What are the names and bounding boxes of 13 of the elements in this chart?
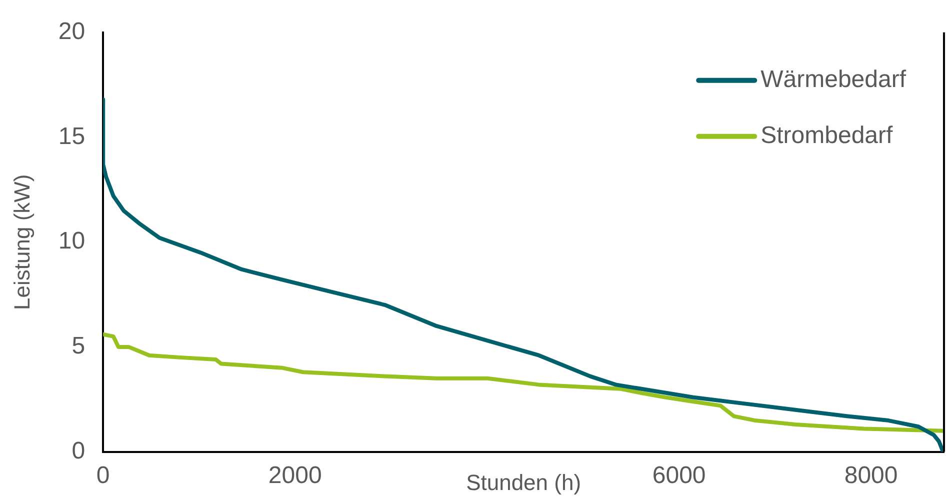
x-tick-label: 8000 [844,462,898,489]
y-axis-title: Leistung (kW) [9,174,34,310]
y-tick-label: 0 [72,437,86,464]
x-tick-label: 2000 [268,462,322,489]
y-tick-label: 20 [58,18,86,46]
x-tick-label: 6000 [652,462,706,489]
y-tick-label: 10 [58,228,86,255]
legend-label: Strombedarf [760,122,894,150]
y-tick-label: 15 [58,122,86,150]
y-tick-label: 5 [72,332,86,360]
x-axis-title: Stunden (h) [466,470,582,495]
x-tick-label: 0 [96,462,110,489]
legend-label: Wärmebedarf [760,66,906,94]
